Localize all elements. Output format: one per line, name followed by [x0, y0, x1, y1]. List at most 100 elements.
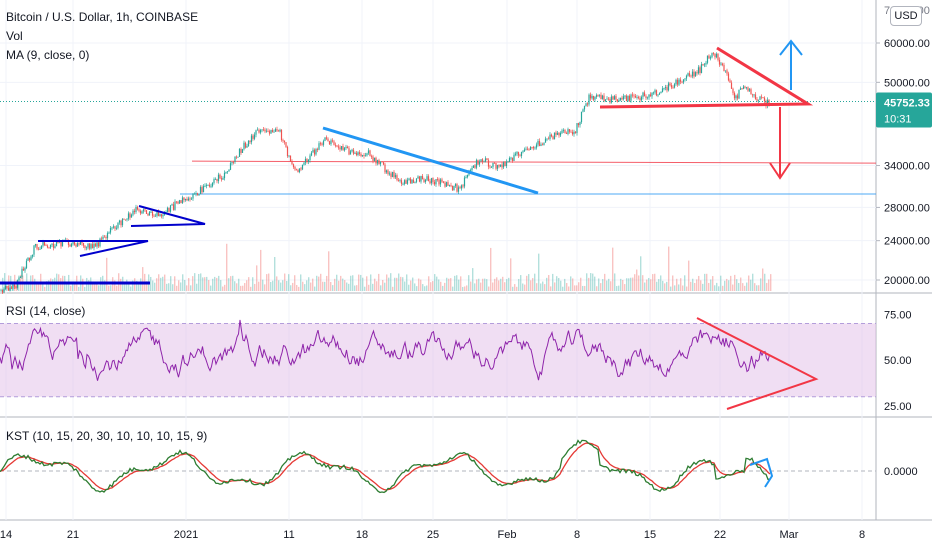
- candle-body: [265, 130, 268, 132]
- candle-body: [729, 80, 731, 83]
- volume-bar: [646, 279, 648, 291]
- candle-body: [25, 260, 28, 269]
- candle-body: [718, 59, 721, 65]
- volume-bar: [770, 274, 772, 291]
- candle-body: [337, 146, 340, 148]
- candle-body: [660, 91, 662, 94]
- candle-body: [276, 129, 278, 131]
- volume-bar: [284, 273, 286, 291]
- volume-bar: [354, 285, 356, 291]
- volume-bar: [186, 285, 188, 291]
- volume-bar: [88, 280, 90, 291]
- volume-bar: [752, 273, 754, 291]
- candle-body: [304, 158, 307, 163]
- candle-body: [315, 149, 317, 155]
- volume-bar: [48, 280, 50, 291]
- candle-body: [601, 95, 604, 99]
- volume-bar: [524, 284, 526, 291]
- volume-bar: [650, 279, 652, 291]
- candle-body: [387, 170, 389, 174]
- volume-bar: [384, 282, 386, 291]
- volume-bar: [708, 282, 710, 291]
- volume-bar: [138, 282, 140, 291]
- candle-body: [633, 95, 635, 97]
- volume-bar: [334, 278, 336, 291]
- candle-body: [504, 162, 506, 167]
- candle-body: [91, 244, 94, 249]
- candle-body: [661, 88, 664, 92]
- candle-body: [318, 143, 320, 150]
- candle-body: [678, 79, 680, 85]
- volume-bar: [660, 275, 662, 291]
- candle-body: [75, 244, 77, 247]
- volume-bar: [66, 284, 68, 291]
- candle-body: [255, 130, 257, 135]
- candle-body: [319, 143, 322, 145]
- candle-body: [85, 247, 88, 249]
- volume-bar: [332, 285, 334, 291]
- candle-body: [372, 156, 374, 161]
- rsi-band: [0, 323, 876, 397]
- candle-body: [642, 92, 644, 97]
- candle-body: [441, 179, 443, 182]
- candle-body: [688, 73, 691, 76]
- volume-bar: [498, 280, 500, 291]
- candle-body: [366, 153, 368, 156]
- candle-body: [6, 286, 8, 288]
- candle-body: [466, 174, 469, 178]
- volume-bar: [578, 282, 580, 291]
- candle-body: [370, 155, 373, 157]
- candle-body: [364, 155, 367, 157]
- candle-body: [39, 249, 41, 250]
- horizontal-level-line: [191, 160, 877, 164]
- candle-body: [123, 218, 125, 220]
- candle-body: [238, 148, 241, 157]
- volume-bar: [358, 274, 360, 291]
- candle-body: [112, 226, 115, 228]
- volume-bar: [422, 284, 424, 291]
- volume-bar: [454, 275, 456, 291]
- kst-annotation: [749, 457, 774, 488]
- volume-bar: [96, 281, 98, 291]
- volume-bar: [442, 285, 444, 291]
- candle-body: [451, 185, 454, 191]
- candle-body: [606, 98, 608, 100]
- candle-body: [607, 98, 610, 100]
- volume-bar: [738, 282, 740, 291]
- volume-bar: [230, 276, 232, 291]
- volume-bar: [368, 284, 370, 291]
- candle-body: [664, 87, 667, 88]
- candle-body: [411, 179, 413, 184]
- candle-body: [150, 211, 152, 213]
- candle-body: [756, 99, 758, 101]
- currency-button[interactable]: USD: [890, 6, 922, 26]
- candle-body: [294, 167, 296, 170]
- volume-bar: [326, 275, 328, 291]
- volume-bar: [470, 281, 472, 291]
- volume-bar: [292, 282, 294, 291]
- candle-body: [427, 176, 430, 182]
- candle-body: [429, 181, 431, 184]
- candle-body: [655, 90, 658, 96]
- kst-tick-label: 0.0000: [884, 466, 918, 478]
- candle-body: [618, 100, 620, 102]
- volume-bar: [310, 282, 312, 291]
- volume-bar: [458, 279, 460, 291]
- volume-bar: [60, 278, 62, 291]
- candle-body: [261, 129, 263, 131]
- volume-bar: [416, 286, 418, 291]
- candle-body: [328, 141, 331, 145]
- candle-body: [670, 85, 673, 88]
- volume-bar: [142, 267, 144, 291]
- volume-bar: [518, 278, 520, 291]
- candle-body: [580, 111, 583, 123]
- candle-body: [721, 63, 724, 65]
- candle-body: [237, 156, 239, 158]
- candle-body: [241, 149, 244, 153]
- candle-body: [600, 94, 602, 99]
- volume-bar: [210, 285, 212, 291]
- candle-body: [477, 160, 479, 165]
- candle-body: [438, 179, 440, 185]
- price-tick-label: 20000.00: [884, 275, 930, 287]
